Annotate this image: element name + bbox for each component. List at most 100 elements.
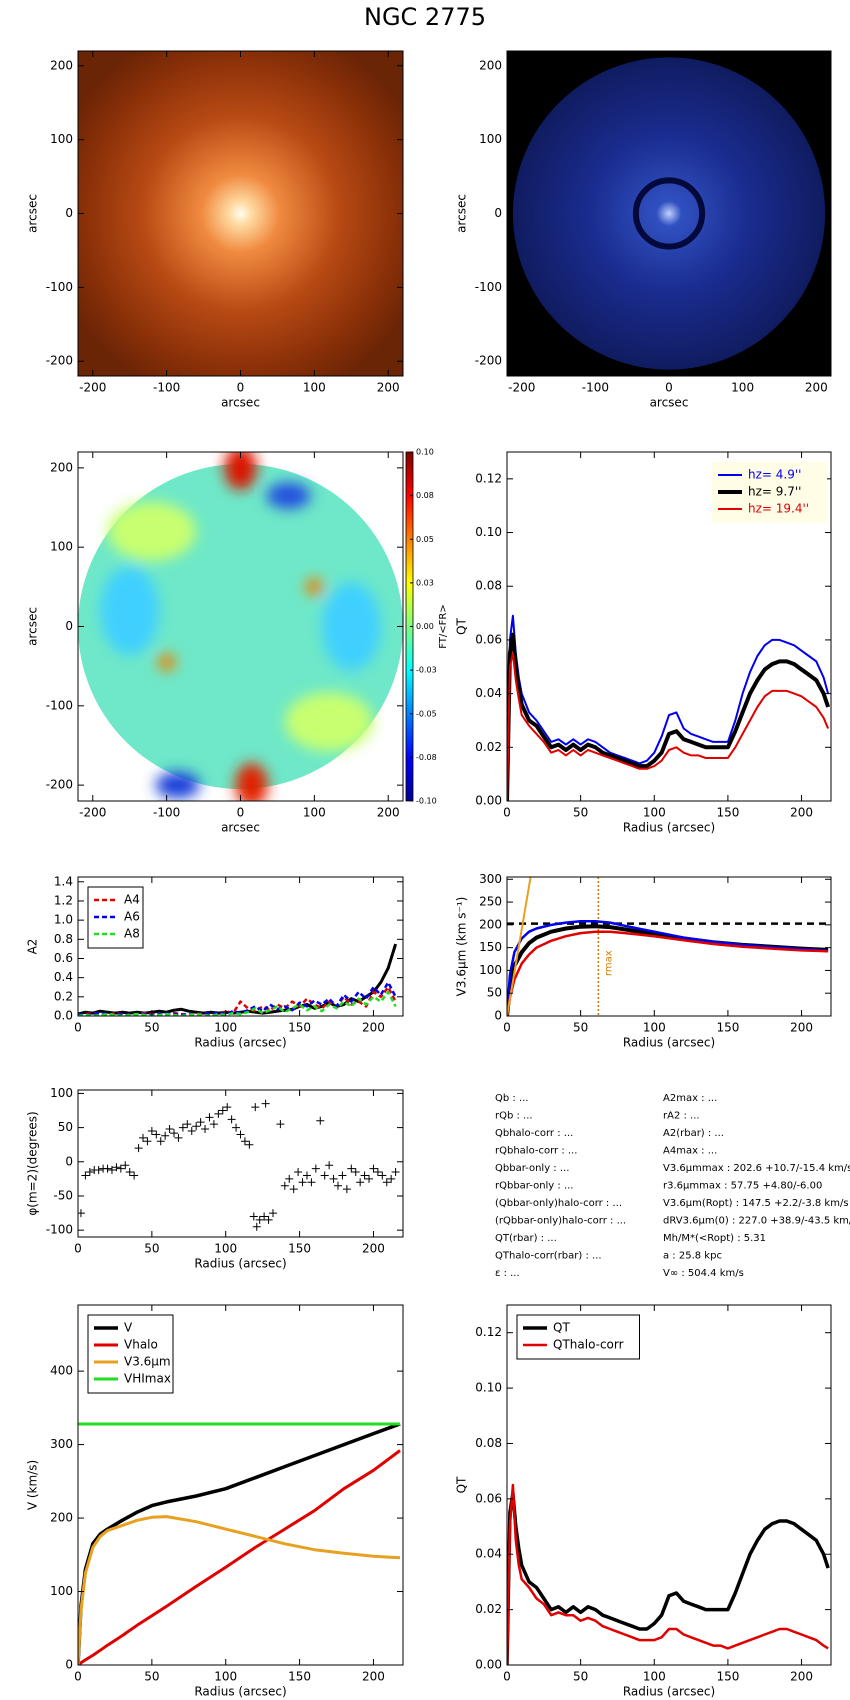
point <box>192 1122 201 1131</box>
legend-label: QT <box>553 1321 570 1335</box>
x-tick-label: 50 <box>144 1670 159 1684</box>
y-tick-label: 50 <box>58 1120 73 1134</box>
colorbar-tick-label: -0.08 <box>416 753 437 762</box>
figure-title: NGC 2775 <box>364 3 486 31</box>
plot-area <box>507 51 831 376</box>
parameter-text: Qbhalo-corr : ... <box>495 1128 573 1139</box>
x-tick-label: 100 <box>214 1242 237 1256</box>
x-tick-label: 0 <box>237 381 245 395</box>
x-tick-label: 150 <box>716 1021 739 1035</box>
series-line <box>78 1449 401 1665</box>
series-line <box>78 981 397 1016</box>
x-tick-label: 0 <box>665 381 673 395</box>
y-tick-label: 200 <box>50 58 73 72</box>
annotation: rmax <box>603 950 614 976</box>
point <box>147 1127 156 1136</box>
x-tick-label: 0 <box>74 1670 82 1684</box>
point <box>81 1171 90 1180</box>
point <box>112 1163 121 1172</box>
y-tick-label: -200 <box>46 778 73 792</box>
y-tick-label: -100 <box>46 280 73 294</box>
legend-label: V3.6μm <box>124 1355 171 1369</box>
x-tick-label: 200 <box>790 1021 813 1035</box>
x-tick-label: 150 <box>288 1670 311 1684</box>
y-tick-label: 0.10 <box>475 1381 502 1395</box>
parameter-text: a : 25.8 kpc <box>663 1251 722 1262</box>
legend-label: QThalo-corr <box>553 1338 624 1352</box>
map-feature <box>107 501 197 561</box>
x-tick-label: 150 <box>288 1021 311 1035</box>
axes-frame <box>77 1304 404 1666</box>
point <box>249 1212 258 1221</box>
x-tick-label: 200 <box>790 1670 813 1684</box>
x-tick-label: -100 <box>153 381 180 395</box>
x-tick-label: 200 <box>362 1021 385 1035</box>
series-line <box>507 632 830 801</box>
point <box>143 1137 152 1146</box>
series-line <box>507 930 829 1016</box>
series-line <box>78 1515 401 1665</box>
colorbar-tick-label: 0.10 <box>416 448 434 457</box>
axes-frame <box>506 451 832 802</box>
x-tick-label: 50 <box>573 1021 588 1035</box>
parameter-text: A4max : ... <box>663 1146 717 1157</box>
y-tick-label: 50 <box>487 986 502 1000</box>
series-line <box>78 990 397 1016</box>
panel: -200 -100 0 100 200 -200 -100 0 100 200 arcsec arcs… <box>455 50 832 410</box>
parameter-text: Qbbar-only : ... <box>495 1163 569 1174</box>
y-tick-label: 200 <box>50 1511 73 1525</box>
y-tick-label: 0.08 <box>475 1436 502 1450</box>
point <box>209 1120 218 1129</box>
x-tick-label: 150 <box>716 1670 739 1684</box>
point <box>156 1137 165 1146</box>
point <box>107 1166 116 1174</box>
point <box>302 1171 311 1180</box>
point <box>214 1109 223 1118</box>
y-tick-label: 0 <box>494 1009 502 1023</box>
y-tick-label: 1.0 <box>54 913 73 927</box>
parameter-text: Qb : ... <box>495 1093 528 1104</box>
parameter-text: rA2 : ... <box>663 1111 700 1122</box>
point <box>387 1174 396 1183</box>
x-axis-label: Radius (arcsec) <box>623 1036 715 1050</box>
point <box>130 1171 139 1180</box>
colorbar-tick-label: 0.08 <box>416 491 434 500</box>
point <box>378 1171 387 1180</box>
point <box>116 1164 125 1173</box>
y-tick-label: 300 <box>50 1437 73 1451</box>
point <box>320 1171 329 1180</box>
point <box>152 1130 161 1139</box>
x-tick-label: 100 <box>303 806 326 820</box>
panel: 0 50 100 150 200 0.00 0.02 0.04 0.06 0.08 0.10 0.12… <box>455 451 832 835</box>
x-tick-label: -200 <box>79 381 106 395</box>
point <box>351 1168 360 1177</box>
point <box>264 1215 273 1224</box>
legend-label: VHImax <box>124 1372 171 1386</box>
point <box>269 1209 277 1218</box>
axes-frame <box>506 876 832 1017</box>
y-axis-label: V (km/s) <box>26 1460 40 1510</box>
point <box>289 1185 298 1194</box>
y-tick-label: 0.04 <box>475 686 502 700</box>
legend-label: Vhalo <box>124 1338 158 1352</box>
point <box>121 1161 130 1170</box>
y-tick-label: -200 <box>46 354 73 368</box>
legend-label: hz= 9.7'' <box>748 485 801 499</box>
x-tick-label: 50 <box>144 1242 159 1256</box>
point <box>373 1168 382 1177</box>
x-tick-label: 0 <box>503 1670 511 1684</box>
parameter-text: Mh/M*(<Ropt) : 5.31 <box>663 1233 766 1244</box>
point <box>236 1130 245 1139</box>
y-tick-label: 0 <box>65 1658 73 1672</box>
point <box>369 1164 378 1173</box>
x-tick-label: -100 <box>153 806 180 820</box>
y-tick-label: 100 <box>479 132 502 146</box>
legend-label: A4 <box>124 893 140 907</box>
y-tick-label: 0.10 <box>475 525 502 539</box>
map <box>78 452 403 801</box>
y-axis-label: A2 <box>26 939 40 955</box>
point <box>285 1174 294 1183</box>
plot-area <box>78 51 403 376</box>
point <box>311 1164 320 1173</box>
